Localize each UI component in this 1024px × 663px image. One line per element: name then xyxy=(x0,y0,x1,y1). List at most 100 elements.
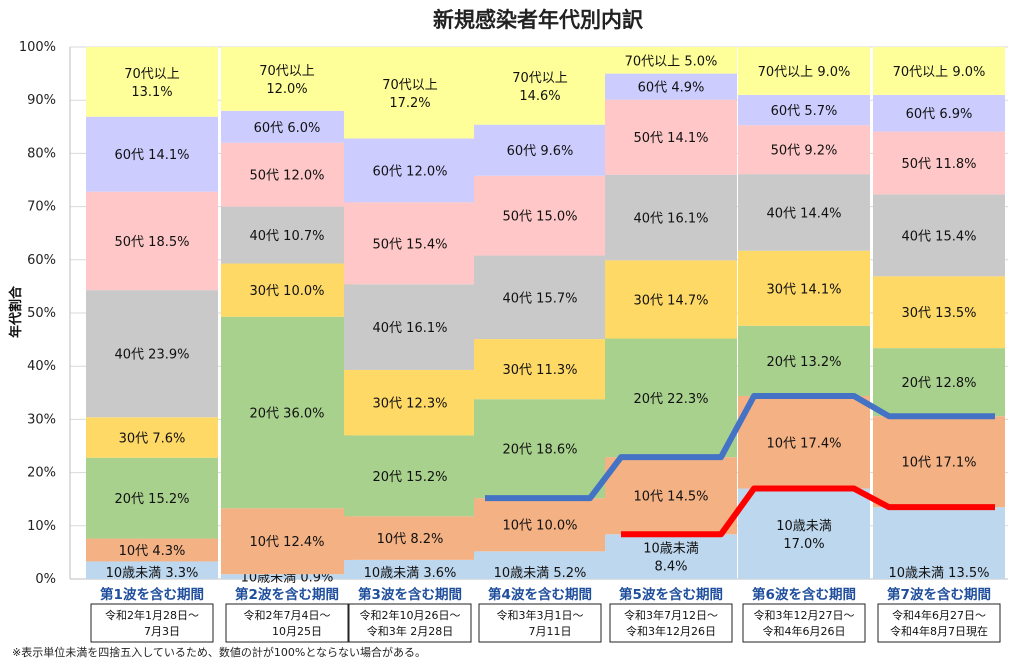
period-start: 令和2年7月4日～ xyxy=(244,608,331,622)
bar-segment xyxy=(474,255,606,340)
data-label-value: 13.1% xyxy=(131,85,172,100)
data-label: 10歳未満 3.3% xyxy=(106,566,199,581)
data-label: 10歳未満 13.5% xyxy=(889,566,990,581)
bars: 10歳未満 3.3% 10代 4.3% 20代 15.2% 30代 7.6% 40代 2… xyxy=(86,47,1005,586)
bar-segment xyxy=(221,206,353,264)
bar-segment xyxy=(344,47,476,139)
data-label: 30代 13.5% xyxy=(902,306,977,321)
bar-segment xyxy=(873,507,1005,579)
data-label: 40代 14.4% xyxy=(767,206,842,221)
data-label: 50代 12.0% xyxy=(250,169,325,184)
overlay-line xyxy=(485,392,995,502)
data-label: 20代 12.8% xyxy=(902,376,977,391)
bar-segment xyxy=(873,194,1005,277)
period-start: 令和3年12月27日～ xyxy=(754,608,855,622)
bar-segment xyxy=(221,316,353,509)
bar-segment xyxy=(605,457,737,535)
data-label: 10代 8.2% xyxy=(377,532,444,547)
period-end: 令和3年 2月28日 xyxy=(367,624,454,638)
bar-segment xyxy=(86,290,218,418)
y-tick-label: 20% xyxy=(27,466,56,481)
period-box xyxy=(348,603,472,643)
bar-segment xyxy=(873,276,1005,349)
data-label: 70代以上 xyxy=(124,67,180,82)
data-label: 70代以上 9.0% xyxy=(758,65,851,80)
category-label: 第1波を含む期間 xyxy=(100,586,204,603)
data-label: 10代 14.5% xyxy=(634,490,709,505)
period-box xyxy=(742,603,866,643)
bar-segment xyxy=(474,551,606,579)
bar-segment xyxy=(221,47,353,111)
bar-segment xyxy=(86,538,218,562)
data-label: 40代 16.1% xyxy=(634,212,709,227)
data-label: 20代 18.6% xyxy=(503,443,578,458)
bar-segment xyxy=(344,138,476,203)
data-label-value: 17.2% xyxy=(389,96,430,111)
y-axis-label: 年代割合 xyxy=(8,285,24,338)
y-tick-label: 30% xyxy=(27,412,56,427)
bar-segment xyxy=(605,534,737,579)
bar-segment xyxy=(474,124,606,176)
bar-segment xyxy=(605,260,737,339)
period-end: 7月3日 xyxy=(144,625,180,638)
data-label: 30代 7.6% xyxy=(119,431,186,446)
period-end: 令和3年12月26日 xyxy=(626,624,716,638)
bar-segment xyxy=(474,339,606,400)
data-label: 40代 16.1% xyxy=(373,321,448,336)
bar-segment xyxy=(344,369,476,436)
data-label: 10歳未満 5.2% xyxy=(494,566,587,581)
data-label: 10歳未満 3.6% xyxy=(364,566,457,581)
data-label: 20代 13.2% xyxy=(767,355,842,370)
period-box xyxy=(225,603,349,643)
period-end: 令和4年8月7日現在 xyxy=(890,624,988,638)
y-tick-label: 80% xyxy=(27,146,56,161)
data-label: 70代以上 5.0% xyxy=(625,54,718,69)
data-label: 70代以上 9.0% xyxy=(893,65,986,80)
category-label: 第5波を含む期間 xyxy=(619,586,723,603)
data-label: 60代 6.9% xyxy=(906,107,973,122)
bar-segment xyxy=(221,574,353,579)
bar-segment xyxy=(86,191,218,291)
category-label: 第4波を含む期間 xyxy=(488,586,592,603)
data-label: 10代 17.1% xyxy=(902,456,977,471)
data-label: 40代 15.7% xyxy=(503,291,578,306)
bar-segment xyxy=(738,174,870,251)
bar-segment xyxy=(344,516,476,560)
period-start: 令和2年1月28日～ xyxy=(105,608,199,622)
data-label: 70代以上 xyxy=(512,71,568,86)
data-label-value: 14.6% xyxy=(519,89,560,104)
data-label: 40代 15.4% xyxy=(902,229,977,244)
y-tick-label: 100% xyxy=(19,40,56,55)
bar-segment xyxy=(873,94,1005,132)
data-label: 70代以上 xyxy=(382,78,438,93)
category-label: 第2波を含む期間 xyxy=(235,586,339,603)
bar-segment xyxy=(738,395,870,489)
data-label: 30代 10.0% xyxy=(250,284,325,299)
data-label: 10歳未満 xyxy=(643,542,699,557)
y-tick-label: 0% xyxy=(35,572,56,587)
data-label: 40代 23.9% xyxy=(115,348,190,363)
chart-title: 新規感染者年代別内訳 xyxy=(433,8,644,32)
period-start: 令和4年6月27日～ xyxy=(892,608,986,622)
bar-segment xyxy=(344,435,476,517)
data-label: 10代 12.4% xyxy=(250,535,325,550)
period-end: 7月11日 xyxy=(529,625,572,638)
bar-segment xyxy=(738,94,870,126)
bar-segment xyxy=(86,47,218,117)
data-label: 60代 4.9% xyxy=(638,81,705,96)
data-label: 10代 4.3% xyxy=(119,544,186,559)
data-label: 70代以上 xyxy=(259,64,315,79)
data-label: 30代 11.3% xyxy=(503,363,578,378)
bar-segment xyxy=(873,348,1005,417)
bar-segment xyxy=(344,284,476,370)
bar-segment xyxy=(86,561,218,579)
y-tick-label: 50% xyxy=(27,306,56,321)
data-label: 20代 15.2% xyxy=(115,492,190,507)
data-label-value: 8.4% xyxy=(654,560,687,575)
data-label: 30代 14.7% xyxy=(634,293,709,308)
bar-segment xyxy=(605,99,737,175)
period-box xyxy=(478,603,602,643)
bar-segment xyxy=(873,47,1005,95)
y-tick-label: 90% xyxy=(27,93,56,108)
